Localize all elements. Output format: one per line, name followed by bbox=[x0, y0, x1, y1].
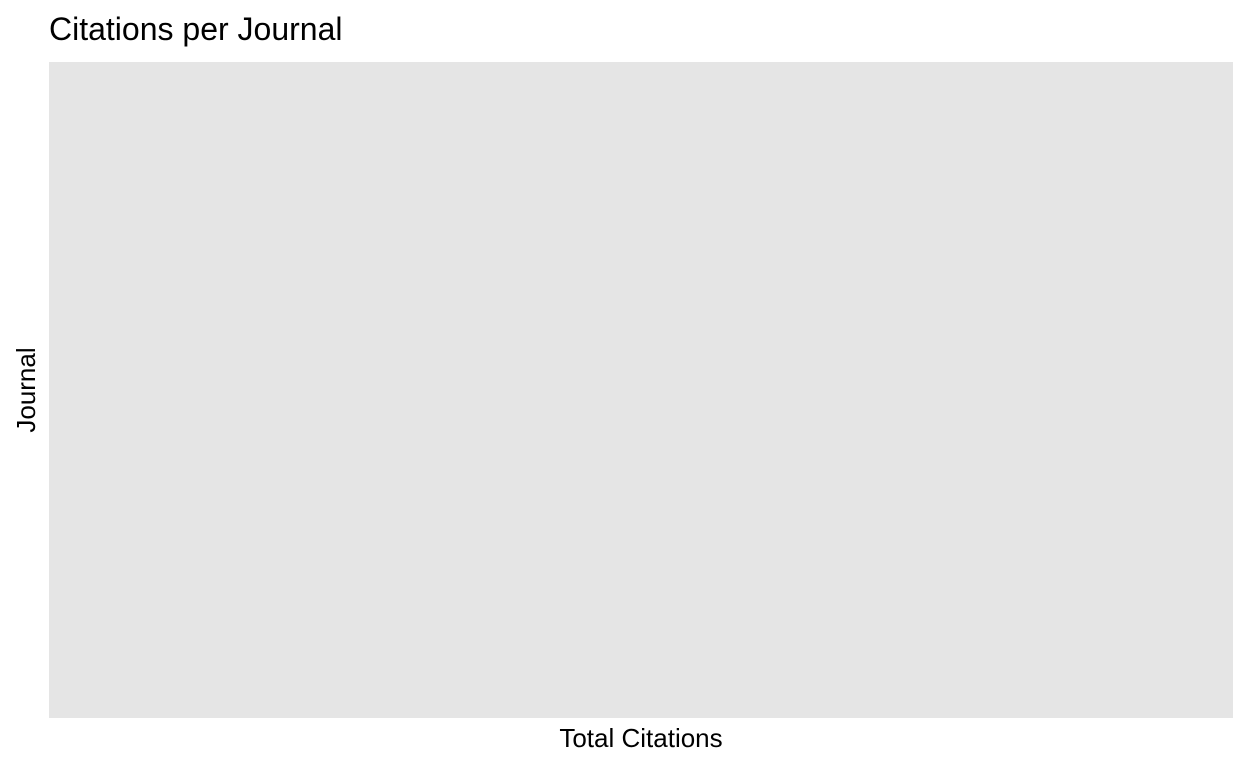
x-axis-title: Total Citations bbox=[559, 723, 723, 753]
panel-background bbox=[49, 62, 1233, 718]
chart-title: Citations per Journal bbox=[49, 11, 343, 47]
plot-panel bbox=[49, 62, 1233, 718]
y-axis-title: Journal bbox=[11, 347, 41, 433]
